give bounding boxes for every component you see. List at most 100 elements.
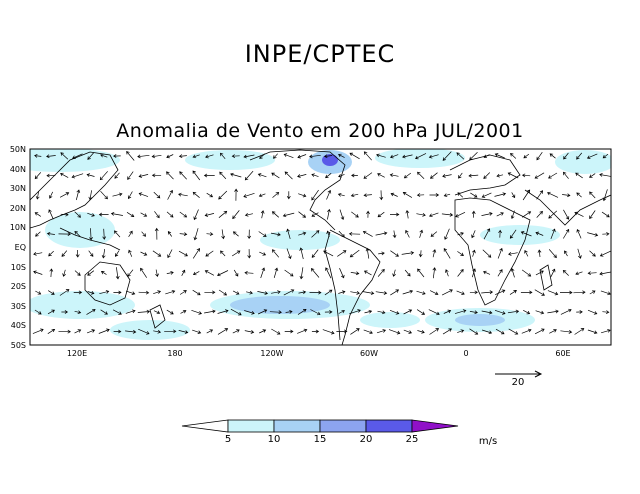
wind-arrow xyxy=(86,173,95,177)
wind-arrow xyxy=(470,192,478,198)
wind-arrow xyxy=(218,210,228,218)
wind-arrow xyxy=(285,309,293,314)
wind-arrow xyxy=(573,290,586,295)
wind-arrow xyxy=(445,269,449,277)
wind-arrow xyxy=(507,172,519,179)
wind-arrow xyxy=(61,310,69,314)
wind-arrow xyxy=(204,290,216,295)
wind-arrow xyxy=(377,173,385,178)
wind-arrow xyxy=(192,170,201,181)
wind-arrow xyxy=(60,152,69,160)
wind-arrow xyxy=(390,250,399,257)
colorbar-segment-4 xyxy=(365,419,413,433)
wind-arrow xyxy=(100,190,108,200)
wind-arrow xyxy=(325,267,332,279)
wind-arrow xyxy=(481,290,494,295)
wind-arrow xyxy=(559,290,573,295)
wind-arrow xyxy=(138,192,149,197)
wind-arrow xyxy=(74,329,82,334)
wind-arrow xyxy=(429,193,440,197)
latitude-axis: 50N 40N 30N 20N 10N EQ 10S 20S 30S 40S 5… xyxy=(10,145,26,350)
wind-arrow xyxy=(271,249,280,258)
wind-arrow xyxy=(48,191,54,199)
wind-arrow xyxy=(153,191,161,199)
wind-arrow xyxy=(481,211,493,216)
wind-arrow xyxy=(115,250,120,257)
wind-arrow xyxy=(35,290,42,295)
wind-arrow xyxy=(167,230,172,237)
lon-label: 0 xyxy=(463,349,468,358)
wind-arrow xyxy=(521,173,531,178)
wind-arrow xyxy=(510,210,515,220)
wind-arrow xyxy=(441,212,454,217)
wind-arrow xyxy=(524,250,529,257)
wind-arrow xyxy=(574,211,584,217)
wind-arrow xyxy=(589,173,596,178)
coastlines xyxy=(30,149,611,345)
wind-arrow xyxy=(429,290,439,296)
wind-arrow xyxy=(522,211,532,218)
wind-arrow xyxy=(74,211,81,218)
wind-arrow xyxy=(87,212,95,217)
wind-arrow xyxy=(74,270,81,276)
wind-arrow xyxy=(297,328,308,334)
wind-arrow xyxy=(549,153,556,159)
wind-arrow xyxy=(59,192,70,198)
wind-arrow xyxy=(100,153,108,158)
wind-arrow xyxy=(244,170,254,181)
wind-arrow xyxy=(206,232,214,236)
wind-arrow xyxy=(483,228,491,240)
wind-arrow xyxy=(100,309,108,315)
wind-arrow xyxy=(536,190,543,200)
wind-arrow xyxy=(362,230,373,237)
wind-arrow xyxy=(441,289,453,296)
wind-arrow xyxy=(260,210,265,219)
wind-arrow xyxy=(403,172,412,179)
wind-arrow xyxy=(415,153,427,160)
wind-arrow xyxy=(259,153,266,159)
south-america-east-coastline xyxy=(329,229,381,345)
wind-arrow xyxy=(230,172,242,178)
wind-arrow xyxy=(403,309,413,315)
wind-arrow xyxy=(151,154,162,159)
wind-arrow xyxy=(417,171,425,180)
wind-arrow xyxy=(310,309,321,316)
wind-arrow xyxy=(87,290,95,295)
wind-arrow xyxy=(483,154,490,159)
wind-arrow xyxy=(33,270,43,275)
wind-arrow xyxy=(297,154,307,159)
wind-arrow xyxy=(402,192,413,198)
wind-arrow xyxy=(575,172,583,179)
wind-arrow xyxy=(32,328,44,334)
wind-arrow xyxy=(272,191,280,198)
wind-arrow xyxy=(390,289,400,296)
wind-arrow xyxy=(141,231,147,237)
wind-arrow xyxy=(110,211,123,216)
reference-vector-label: 20 xyxy=(512,377,525,388)
wind-arrow xyxy=(417,268,425,278)
wind-arrow xyxy=(86,329,96,334)
wind-arrow xyxy=(563,152,569,160)
wind-arrow xyxy=(126,212,135,218)
colorbar-tick: 10 xyxy=(268,434,281,445)
wind-arrow xyxy=(271,172,280,179)
wind-arrow xyxy=(601,211,610,218)
wind-arrow xyxy=(349,309,361,315)
wind-arrow xyxy=(429,328,440,335)
wind-arrow xyxy=(191,309,203,315)
wind-arrow xyxy=(217,328,229,335)
wind-arrow xyxy=(98,328,110,334)
wind-arrow xyxy=(181,269,186,276)
wind-arrow xyxy=(364,309,373,314)
wind-arrow xyxy=(127,171,134,180)
wind-arrow xyxy=(377,268,385,277)
wind-arrow xyxy=(574,328,585,335)
lon-label: 120E xyxy=(67,349,87,358)
wind-arrow xyxy=(456,290,465,295)
wind-arrow xyxy=(389,154,399,159)
wind-arrow xyxy=(138,174,149,178)
wind-arrow xyxy=(72,153,83,159)
wind-arrow xyxy=(419,229,424,238)
wind-arrow xyxy=(536,210,543,218)
wind-arrow xyxy=(204,213,215,217)
